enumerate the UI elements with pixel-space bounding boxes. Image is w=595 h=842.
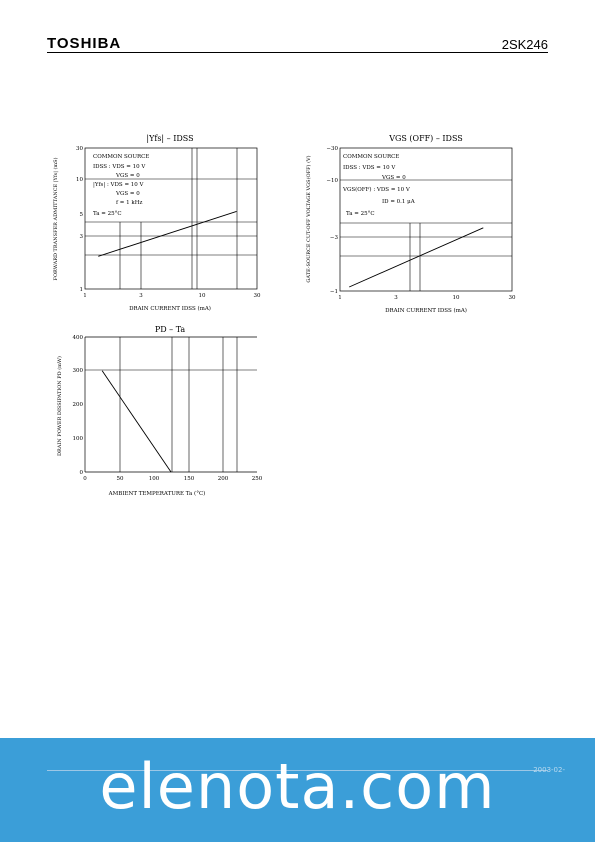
x-axis-label: AMBIENT TEMPERATURE Ta (°C) [108,490,206,497]
series-vgsoff [349,227,484,288]
x-tick-label: 30 [509,295,516,301]
y-tick-labels: 1 3 5 10 30 [76,146,84,293]
y-axis-label: DRAIN POWER DISSIPATION PD (mW) [56,356,63,456]
x-tick-label: 150 [184,476,195,482]
x-tick-label: 3 [394,295,398,301]
condition-line: f = 1 kHz [116,200,143,206]
x-axis-label: DRAIN CURRENT IDSS (mA) [385,307,467,314]
plot-frame [84,147,258,290]
x-tick-label: 200 [218,476,229,482]
x-tick-label: 10 [453,295,460,301]
condition-line: COMMON SOURCE [343,154,399,160]
watermark-banner: 2003-02- elenota.com [0,738,595,842]
chart-yfs-idss: |Yfs| – IDSS COMMON SOURCE IDSS : VDS = … [52,134,261,312]
y-tick-label: 3 [80,234,84,240]
series-pd [101,370,172,473]
condition-line: Ta = 25°C [93,211,122,217]
conditions: COMMON SOURCE IDSS : VDS = 10 V VGS = 0 … [93,154,149,217]
y-tick-label: 0 [80,470,84,476]
series-line [349,227,484,288]
x-tick-labels: 1 3 10 30 [338,295,516,301]
y-tick-label: −3 [330,235,339,241]
y-tick-labels: −1 −3 −10 −30 [326,146,338,295]
y-tick-label: −30 [326,146,338,152]
series-yfs [98,210,237,257]
condition-line: VGS(OFF) : VDS = 10 V [342,186,411,193]
series-line [98,210,237,257]
chart-title: PD – Ta [155,325,186,334]
chart-title: VGS (OFF) – IDSS [388,134,463,143]
chart-pd-ta: PD – Ta 0 100 200 300 400 0 50 100 150 2… [56,325,263,497]
chart-vgsoff-idss: VGS (OFF) – IDSS COMMON SOURCE IDSS : VD… [305,134,516,314]
y-tick-label: 100 [73,436,84,442]
footer-divider [47,770,548,771]
brand-logo: TOSHIBA [47,35,122,52]
y-tick-label: 200 [73,402,84,408]
x-tick-label: 100 [149,476,160,482]
header-divider [47,52,548,53]
y-tick-label: 10 [76,177,83,183]
y-tick-label: 5 [80,212,84,218]
x-axis-label: DRAIN CURRENT IDSS (mA) [129,305,211,312]
condition-line: VGS = 0 [115,173,140,179]
x-tick-label: 1 [338,295,342,301]
chart-title: |Yfs| – IDSS [146,134,193,143]
footer-date: 2003-02- [533,766,565,774]
part-number: 2SK246 [501,37,548,52]
x-tick-label: 1 [83,293,87,299]
y-tick-labels: 0 100 200 300 400 [73,335,84,476]
condition-line: IDSS : VDS = 10 V [93,164,146,170]
y-tick-label: 1 [80,287,84,293]
y-tick-label: 30 [76,146,83,152]
condition-line: Ta = 25°C [346,211,375,217]
plot-frame [84,336,257,473]
x-tick-label: 50 [117,476,124,482]
x-tick-labels: 0 50 100 150 200 250 [83,476,262,482]
x-tick-labels: 1 3 10 30 [83,293,261,299]
x-tick-label: 30 [254,293,261,299]
x-tick-label: 10 [199,293,206,299]
y-axis-label: FORWARD TRANSFER ADMITTANCE |Yfs| (mS) [52,157,59,280]
x-tick-label: 0 [83,476,87,482]
condition-line: IDSS : VDS = 10 V [343,165,396,171]
condition-line: VGS = 0 [381,175,406,181]
condition-line: COMMON SOURCE [93,154,149,160]
condition-line: ID = 0.1 μA [382,199,416,205]
y-tick-label: −10 [326,178,338,184]
series-line [101,370,172,473]
plot-frame [339,147,513,292]
watermark-text: elenota.com [99,750,496,823]
y-tick-label: 300 [73,368,84,374]
x-tick-label: 3 [139,293,143,299]
conditions: COMMON SOURCE IDSS : VDS = 10 V VGS = 0 … [342,154,416,217]
x-tick-label: 250 [252,476,263,482]
y-axis-label: GATE-SOURCE CUT-OFF VOLTAGE VGS(OFF) (V) [305,155,312,282]
y-tick-label: −1 [330,289,338,295]
y-tick-label: 400 [73,335,84,341]
condition-line: VGS = 0 [115,191,140,197]
condition-line: |Yfs| : VDS = 10 V [93,182,145,188]
